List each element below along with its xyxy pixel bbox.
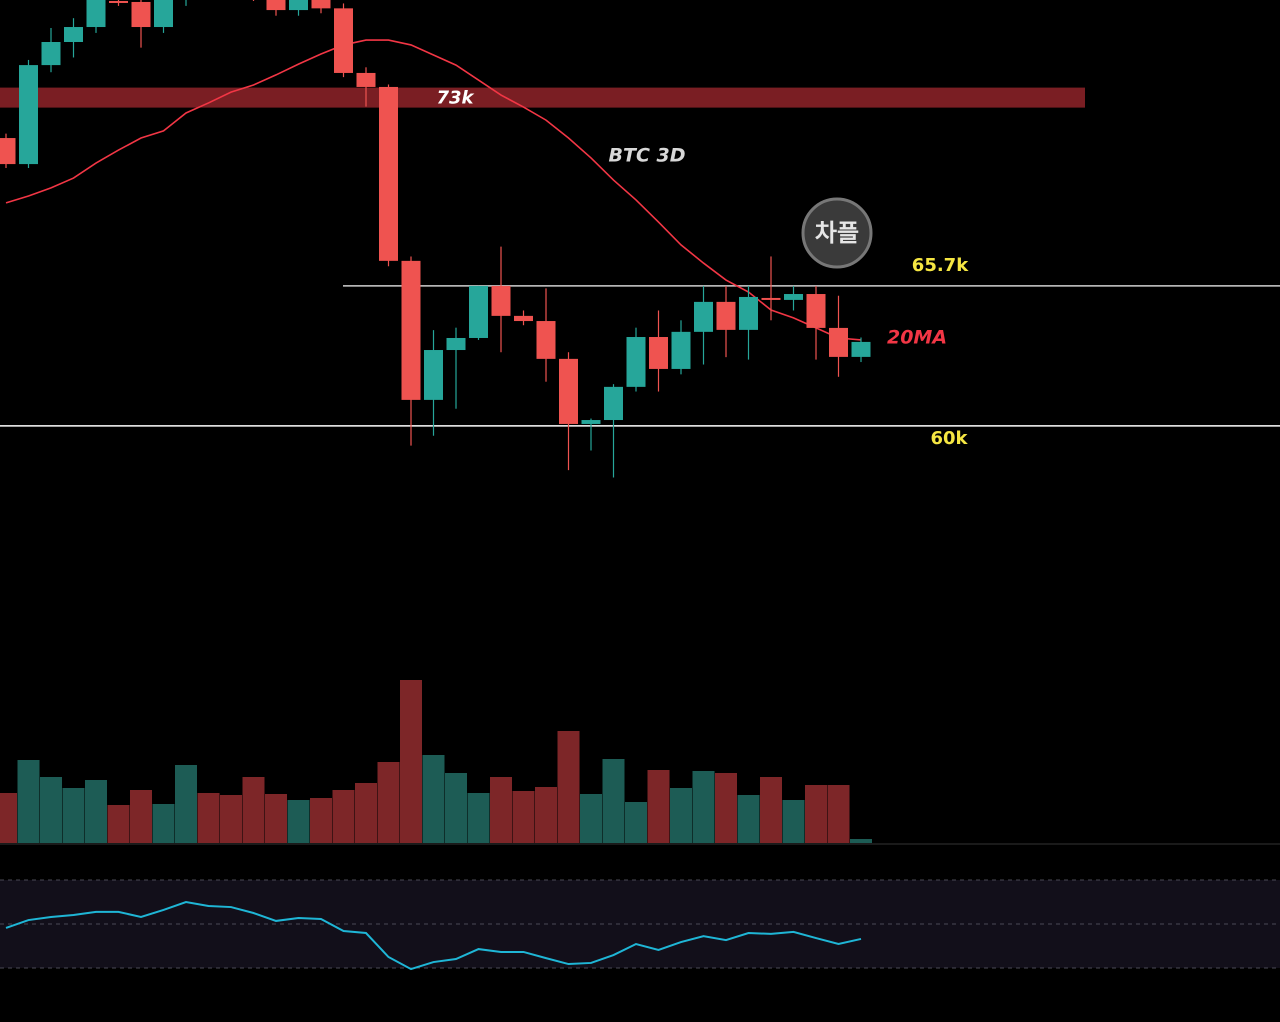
- volume-bar: [220, 795, 242, 843]
- volume-bar: [580, 794, 602, 843]
- candle-body: [851, 341, 871, 357]
- candle-body: [379, 86, 398, 261]
- candle-body: [356, 72, 376, 87]
- level-label: 60k: [930, 428, 968, 449]
- volume-bar: [760, 777, 782, 843]
- volume-bar: [287, 800, 310, 843]
- volume-bar: [490, 777, 512, 843]
- level-label: 65.7k: [912, 255, 969, 276]
- volume-bar: [715, 773, 737, 843]
- candle-body: [401, 260, 421, 400]
- volume-bar: [355, 783, 377, 843]
- volume-bar: [0, 793, 17, 843]
- volume-bar: [535, 787, 557, 843]
- volume-bar: [850, 839, 872, 843]
- volume-bar: [332, 790, 355, 843]
- volume-bar: [107, 805, 130, 843]
- ma-line: [5, 39, 862, 341]
- oscillator-line: [5, 900, 862, 971]
- volume-bar: [782, 800, 805, 843]
- volume-bar: [467, 793, 490, 843]
- watermark-badge: [801, 197, 873, 269]
- volume-bar: [40, 777, 62, 843]
- candle-body: [514, 315, 533, 322]
- candle-body: [559, 358, 578, 424]
- candle-body: [86, 0, 106, 28]
- candle-body: [424, 350, 443, 400]
- candle-body: [289, 0, 308, 11]
- volume-bar: [130, 790, 152, 843]
- candle-body: [829, 327, 848, 357]
- candle-body: [649, 337, 668, 369]
- volume-bar: [692, 771, 715, 843]
- candle-body: [41, 42, 61, 66]
- candle-body: [604, 386, 623, 421]
- candle-body: [806, 294, 826, 328]
- volume-bar: [827, 785, 850, 843]
- level-band: [0, 87, 1085, 108]
- volume-bar: [445, 773, 467, 843]
- candle-body: [716, 301, 736, 330]
- volume-bar: [17, 760, 40, 843]
- watermark: 차플: [815, 219, 859, 247]
- candle-body: [446, 337, 466, 351]
- candle-body: [739, 296, 758, 330]
- volume-bar: [647, 770, 670, 843]
- volume-bar: [85, 780, 107, 843]
- candle-body: [784, 294, 803, 300]
- candle-body: [131, 1, 151, 28]
- candle-body: [761, 297, 781, 300]
- candle-body: [154, 0, 173, 28]
- candle-body: [581, 420, 601, 424]
- candle-body: [469, 285, 488, 338]
- chart-title: BTC 3D: [609, 145, 686, 167]
- volume-bar: [377, 762, 400, 843]
- volume-bar: [602, 759, 625, 843]
- volume-bar: [737, 795, 760, 843]
- volume-bar: [265, 794, 287, 843]
- candle-body: [19, 65, 38, 165]
- candle-body: [671, 331, 691, 369]
- candle-body: [0, 138, 16, 165]
- volume-bar: [422, 755, 445, 843]
- volume-bar: [625, 802, 647, 843]
- candle-body: [266, 0, 286, 11]
- volume-bar: [242, 777, 265, 843]
- candle-body: [626, 337, 646, 387]
- candle-body: [311, 0, 331, 9]
- candle-body: [64, 27, 83, 43]
- volume-bar: [805, 785, 827, 843]
- candle-body: [491, 285, 511, 316]
- volume-bar: [62, 788, 85, 843]
- volume-bar: [152, 804, 175, 843]
- ma-label: 20MA: [887, 327, 947, 349]
- volume-bar: [670, 788, 692, 843]
- volume-bar: [175, 765, 197, 843]
- volume-bar: [557, 731, 580, 843]
- candle-body: [334, 8, 353, 73]
- volume-bar: [512, 791, 535, 843]
- candle-body: [109, 0, 128, 3]
- level-label: 73k: [436, 88, 474, 109]
- volume-bar: [400, 680, 422, 843]
- volume-bar: [310, 798, 332, 843]
- candle-body: [536, 321, 556, 359]
- candle-body: [694, 301, 713, 332]
- volume-bar: [197, 793, 220, 843]
